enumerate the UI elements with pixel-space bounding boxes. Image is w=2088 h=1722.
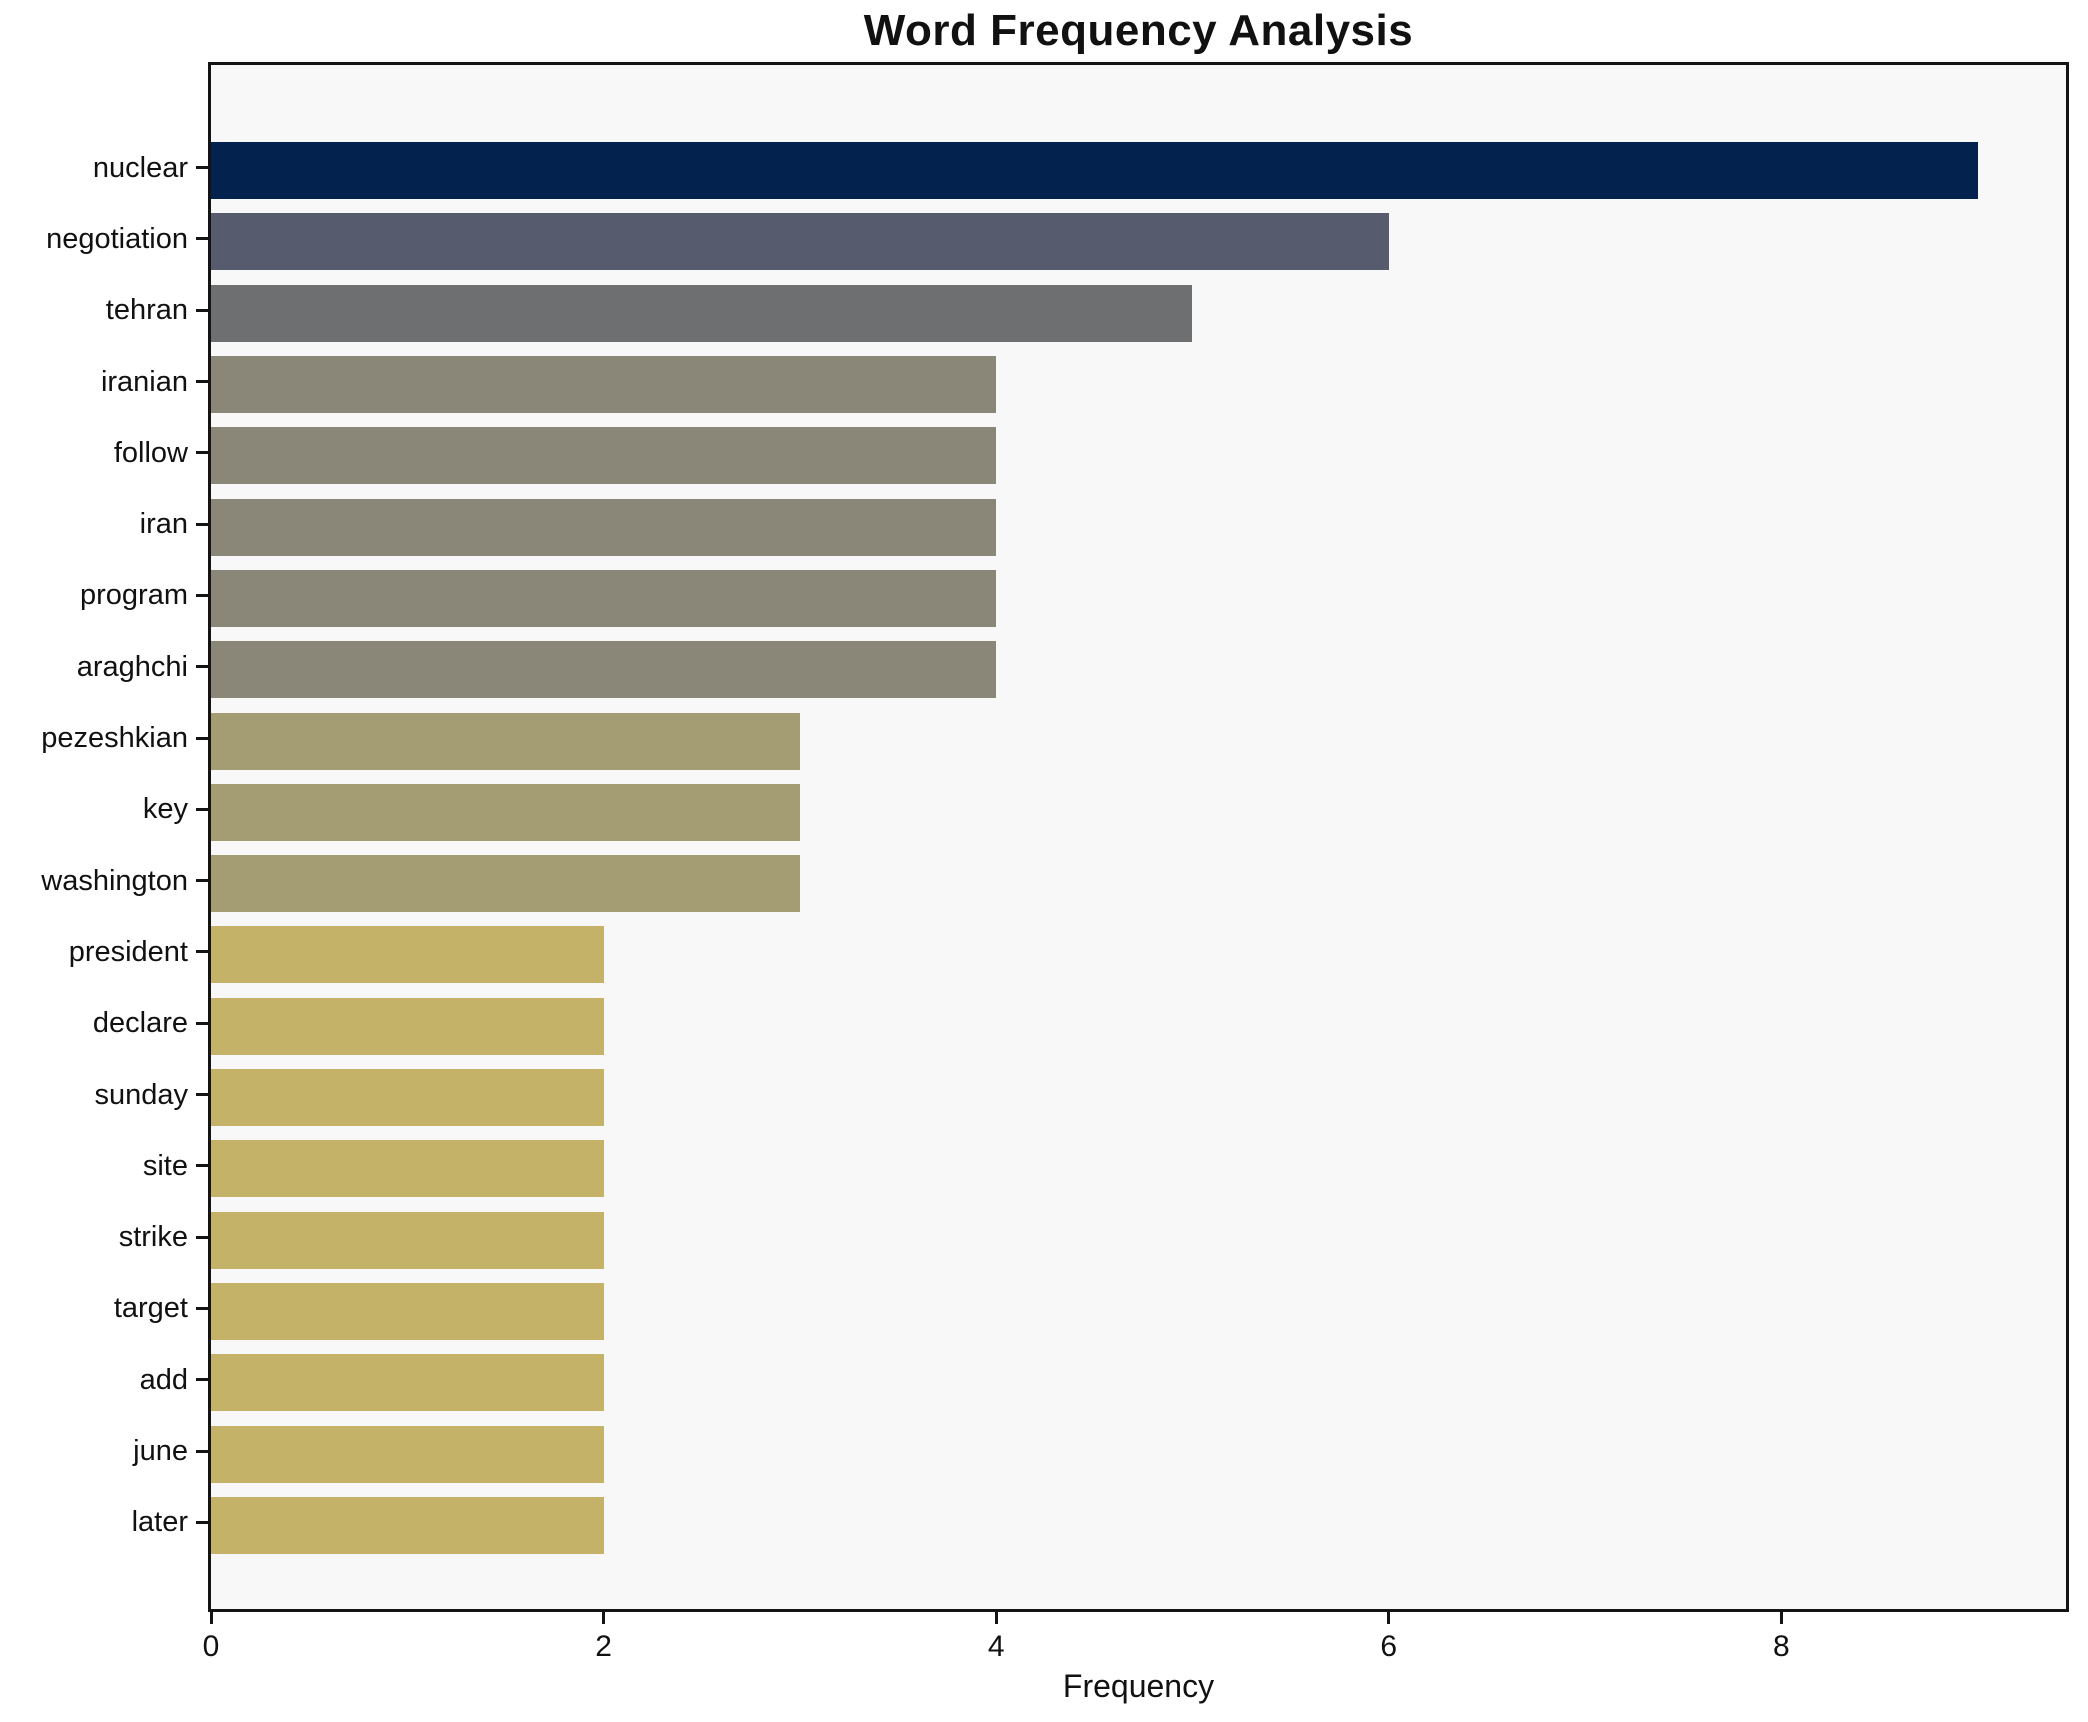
y-tick-label-june: june xyxy=(133,1435,188,1468)
bar-june xyxy=(211,1425,604,1483)
y-tick-label-site: site xyxy=(142,1149,188,1182)
bar-sunday xyxy=(211,1069,604,1127)
y-tick-mark xyxy=(196,1520,208,1524)
bar-iran xyxy=(211,498,997,556)
y-tick-mark xyxy=(196,1093,208,1097)
y-tick-label-iranian: iranian xyxy=(100,365,188,398)
y-tick-mark xyxy=(196,665,208,669)
y-tick-label-strike: strike xyxy=(118,1221,188,1254)
y-tick-mark xyxy=(196,736,208,740)
x-axis-title: Frequency xyxy=(1062,1668,1215,1704)
y-tick-label-key: key xyxy=(142,793,188,826)
y-tick-label-later: later xyxy=(131,1506,188,1539)
y-tick-label-iran: iran xyxy=(139,508,188,541)
bar-key xyxy=(211,783,800,841)
x-tick-label-4: 4 xyxy=(987,1630,1005,1663)
y-tick-label-araghchi: araghchi xyxy=(76,650,188,683)
chart-title: Word Frequency Analysis xyxy=(863,6,1414,55)
bar-tehran xyxy=(211,284,1193,342)
x-tick-mark xyxy=(209,1612,213,1624)
x-tick-label-8: 8 xyxy=(1773,1630,1790,1663)
bar-program xyxy=(211,569,997,627)
x-tick-label-6: 6 xyxy=(1380,1630,1398,1663)
bar-president xyxy=(211,926,604,984)
y-tick-label-sunday: sunday xyxy=(94,1078,188,1111)
y-tick-mark xyxy=(196,950,208,954)
y-tick-mark xyxy=(196,1378,208,1382)
x-tick-mark xyxy=(602,1612,606,1624)
y-tick-mark xyxy=(196,451,208,455)
y-tick-mark xyxy=(196,1449,208,1453)
y-tick-mark xyxy=(196,522,208,526)
bar-site xyxy=(211,1140,604,1198)
bar-add xyxy=(211,1354,604,1412)
y-tick-label-program: program xyxy=(80,579,188,612)
bar-negotiation xyxy=(211,213,1389,271)
y-tick-label-add: add xyxy=(139,1363,188,1396)
y-tick-mark xyxy=(196,1021,208,1025)
bar-follow xyxy=(211,427,997,485)
y-tick-mark xyxy=(196,1306,208,1310)
y-tick-mark xyxy=(196,1164,208,1168)
bar-washington xyxy=(211,855,800,913)
plot-area xyxy=(208,62,2069,1612)
bar-pezeshkian xyxy=(211,712,800,770)
bar-target xyxy=(211,1282,604,1340)
y-tick-label-negotiation: negotiation xyxy=(46,222,188,255)
y-tick-label-follow: follow xyxy=(113,436,188,469)
bar-nuclear xyxy=(211,142,1978,200)
y-tick-mark xyxy=(196,308,208,312)
y-tick-mark xyxy=(196,879,208,883)
y-tick-label-tehran: tehran xyxy=(105,294,188,327)
y-tick-mark xyxy=(196,807,208,811)
y-tick-mark xyxy=(196,593,208,597)
x-tick-mark xyxy=(1387,1612,1391,1624)
bars-container xyxy=(211,65,2066,1609)
x-tick-label-2: 2 xyxy=(595,1630,612,1663)
bar-strike xyxy=(211,1211,604,1269)
x-tick-mark xyxy=(1779,1612,1783,1624)
bar-iranian xyxy=(211,356,997,414)
y-tick-label-nuclear: nuclear xyxy=(92,151,188,184)
y-tick-label-pezeshkian: pezeshkian xyxy=(41,722,188,755)
y-tick-mark xyxy=(196,380,208,384)
y-tick-label-president: president xyxy=(68,935,188,968)
x-tick-mark xyxy=(994,1612,998,1624)
bar-declare xyxy=(211,997,604,1055)
bar-araghchi xyxy=(211,641,997,699)
y-tick-label-target: target xyxy=(113,1292,188,1325)
y-tick-mark xyxy=(196,1235,208,1239)
bar-later xyxy=(211,1496,604,1554)
y-tick-mark xyxy=(196,166,208,170)
x-tick-label-0: 0 xyxy=(202,1630,220,1663)
y-tick-label-declare: declare xyxy=(92,1007,188,1040)
y-tick-label-washington: washington xyxy=(41,864,188,897)
y-tick-mark xyxy=(196,237,208,241)
